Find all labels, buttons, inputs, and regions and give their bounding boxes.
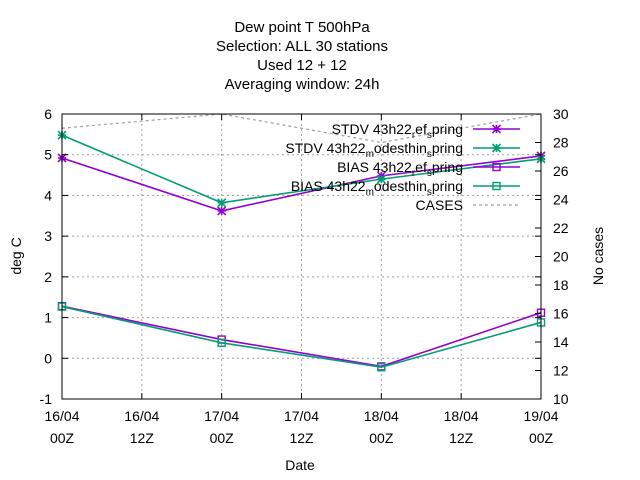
x-axis-ticks: 16/04 00Z 16/04 12Z 17/04 00Z 17/04 12Z 18/04 00Z… [44,114,559,446]
legend-entry-label: STDV 43h22modesthinspring [285,140,463,160]
y-tick-label: 2 [44,269,52,285]
x-tick-label-date: 16/04 [44,408,79,424]
series-line [61,155,542,212]
chart-title: Dew point T 500hPa Selection: ALL 30 stat… [216,19,388,93]
series-lines [57,113,546,372]
y2-tick-label: 18 [553,277,569,293]
y2-tick-label: 12 [553,363,569,379]
legend-label-main: BIAS 43h22 [337,159,412,175]
legend-label-subscript: s [427,187,432,198]
data-point-star [217,198,227,208]
y2-tick-label: 24 [553,192,569,208]
y-tick-label: 6 [44,106,52,122]
data-point-square [377,363,386,372]
x-tick-label-hour: 00Z [369,430,394,446]
data-point-star [376,174,386,184]
title-line: Selection: ALL 30 stations [216,38,388,55]
series-line [61,305,542,368]
series-4 [61,113,542,144]
legend-label-part: pring [432,121,463,137]
legend-entry-label: STDV 43h22refspring [332,121,463,141]
x-tick-label-hour: 00Z [529,430,554,446]
plot-frame [61,113,542,400]
y2-axis-ticks: 10 12 14 16 18 20 22 24 26 28 30 [535,106,569,407]
legend-label-subscript: r [412,168,416,179]
legend-label-part: pring [432,140,463,156]
title-line: Averaging window: 24h [225,76,380,93]
x-tick-label-date: 16/04 [124,408,159,424]
data-point-star [491,143,502,153]
y-tick-label: 4 [44,187,52,203]
x-tick-label-date: 18/04 [444,408,479,424]
data-point-square [492,181,501,191]
y-tick-label: 5 [44,147,52,163]
x-tick-label-date: 19/04 [523,408,558,424]
legend-label-subscript: r [412,130,416,141]
x-tick-label-hour: 00Z [210,430,235,446]
legend-label-subscript: m [366,187,374,198]
legend-label-subscript: m [366,149,374,160]
legend-label-main: CASES [416,197,463,213]
y-axis-ticks: -1 0 1 2 3 4 5 6 [40,106,541,407]
legend-label-main: STDV 43h22 [285,140,365,156]
title-line: Used 12 + 12 [257,57,347,74]
x-tick-label-date: 17/04 [284,408,319,424]
legend-label-part: odesthin [374,178,427,194]
legend-entry-label: BIAS 43h22modesthinspring [291,178,463,198]
legend-label-main: STDV 43h22 [332,121,412,137]
legend-label-part: ef [415,121,427,137]
x-tick-label-date: 17/04 [204,408,239,424]
legend-label-subscript: s [427,168,432,179]
x-tick-label-hour: 12Z [449,430,474,446]
y2-tick-label: 30 [553,106,569,122]
legend-label-main: BIAS 43h22 [291,178,366,194]
data-point-star [217,206,227,216]
legend-label-part: pring [432,159,463,175]
x-tick-label-hour: 12Z [289,430,314,446]
series-line [61,305,542,369]
legend-label-subscript: s [427,149,432,160]
legend-label-part: pring [432,178,463,194]
x-tick-label-hour: 12Z [130,430,155,446]
y2-tick-label: 10 [553,391,569,407]
x-tick-label-hour: 00Z [50,430,75,446]
data-point-square [492,162,501,172]
title-line: Dew point T 500hPa [234,19,370,36]
series-line [61,134,542,204]
y2-tick-label: 26 [553,163,569,179]
y2-tick-label: 20 [553,249,569,265]
y-tick-label: 3 [44,228,52,244]
data-point-star [491,124,502,134]
series-line [61,113,542,144]
y2-tick-label: 22 [553,220,569,236]
legend-entry-label: BIAS 43h22refspring [337,159,463,179]
y-tick-label: 0 [44,350,52,366]
y2-tick-label: 14 [553,334,569,350]
legend-entry-label: CASES [416,197,463,213]
grid [62,114,541,399]
y2-tick-label: 28 [553,135,569,151]
x-tick-label-date: 18/04 [364,408,399,424]
y2-tick-label: 16 [553,306,569,322]
legend-label-subscript: s [427,130,432,141]
y-tick-label: 1 [44,310,52,326]
data-point-square [217,338,226,348]
x-axis-label: Date [285,457,315,473]
legend-label-part: odesthin [374,140,427,156]
y2-axis-label: No cases [590,227,606,285]
y-axis-label: deg C [8,237,24,274]
y-tick-label: -1 [40,391,53,407]
legend-label-part: ef [415,159,427,175]
